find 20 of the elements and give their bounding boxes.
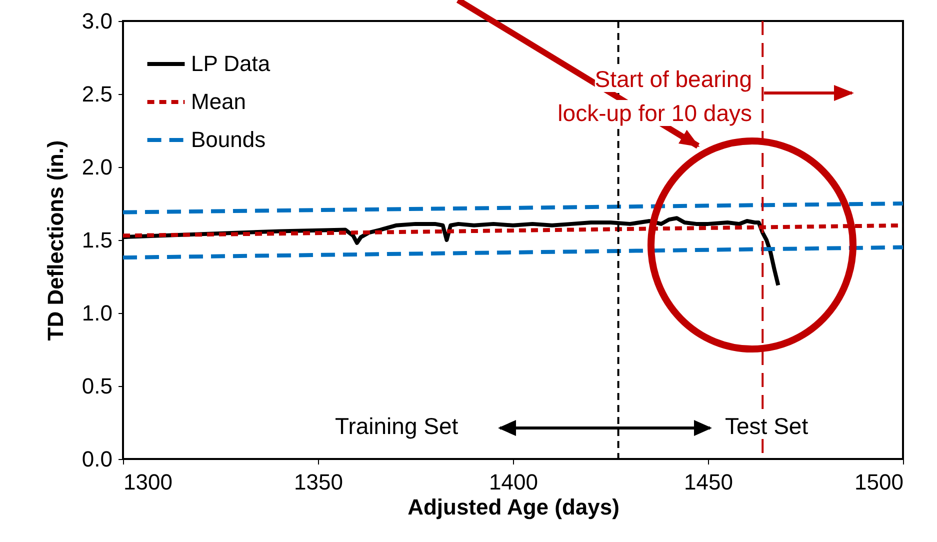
- x-tick-label: 1350: [294, 470, 343, 494]
- x-axis-title: Adjusted Age (days): [408, 494, 620, 520]
- y-tick-label: 2.0: [82, 154, 112, 180]
- x-tick-label: 1300: [124, 470, 172, 494]
- y-tick-label: 3.0: [82, 8, 112, 34]
- annotation: Training Set: [335, 413, 458, 439]
- x-tick-label: 1500: [854, 470, 904, 494]
- x-tick-label: 1400: [489, 470, 538, 494]
- annotation: Start of bearing lock-up for 10 days: [558, 66, 752, 126]
- y-tick-label: 1.0: [82, 300, 112, 326]
- y-tick-label: 0.0: [82, 446, 112, 472]
- annotation: Test Set: [725, 413, 808, 439]
- y-tick-label: 1.5: [82, 228, 112, 252]
- legend-label: Bounds: [191, 127, 266, 152]
- legend-label: LP Data: [191, 51, 271, 76]
- y-tick-label: 0.5: [82, 374, 112, 398]
- y-axis-title: TD Deflections (in.): [42, 140, 68, 341]
- legend-label: Mean: [191, 89, 246, 114]
- x-tick-label: 1450: [684, 470, 733, 494]
- y-tick-label: 2.5: [82, 82, 112, 106]
